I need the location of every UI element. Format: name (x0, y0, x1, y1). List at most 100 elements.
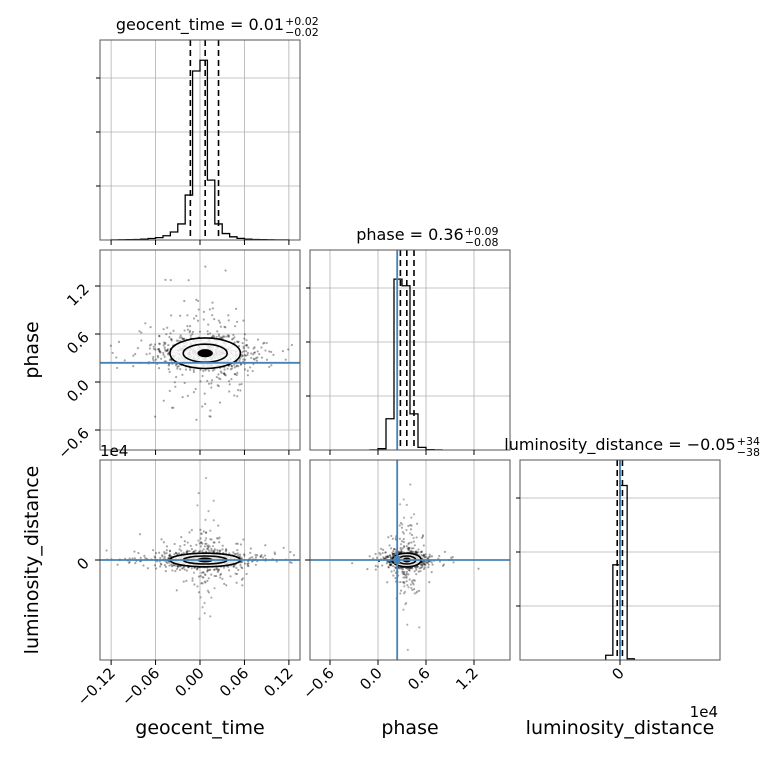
scatter-point (253, 358, 256, 361)
scatter-point (423, 563, 426, 566)
scatter-point (201, 571, 204, 574)
scatter-point (210, 538, 213, 541)
scatter-point (134, 352, 137, 356)
scatter-point (407, 573, 410, 576)
scatter-point (228, 552, 231, 555)
scatter-point (239, 561, 243, 564)
hist-step (110, 59, 290, 240)
scatter-point (152, 549, 155, 552)
scatter-point (400, 526, 404, 529)
scatter-point (189, 368, 192, 371)
title-main: geocent_time = 0.01 (116, 15, 284, 35)
scatter-point (186, 550, 189, 553)
scatter-point (423, 563, 426, 566)
scatter-point (206, 589, 209, 592)
scatter-point (243, 354, 246, 357)
scatter-point (399, 543, 403, 546)
scatter-point (422, 544, 425, 547)
scatter-point (422, 553, 425, 556)
scatter-point (168, 554, 171, 557)
scatter-point (153, 564, 157, 567)
scatter-point (204, 573, 207, 576)
scatter-point (206, 568, 209, 571)
y-tick-label: 0.6 (63, 328, 93, 358)
scatter-point (180, 549, 183, 552)
scatter-point (185, 579, 188, 583)
scatter-point (165, 333, 168, 336)
scatter-point (195, 567, 199, 570)
scatter-point (216, 570, 219, 573)
scatter-point (388, 563, 391, 567)
scatter-point (194, 387, 197, 391)
scatter-point (178, 565, 181, 568)
hist-bar (193, 71, 200, 240)
scatter-point (401, 523, 404, 526)
scatter-point (197, 550, 201, 553)
scatter-point (111, 351, 114, 355)
scatter-point (195, 314, 198, 318)
scatter-point (243, 358, 247, 361)
title-lower: −0.08 (465, 236, 499, 249)
scatter-point (398, 567, 401, 570)
title-upper: +0.09 (465, 225, 499, 238)
scatter-point (201, 582, 204, 585)
title-lower: −389.35 (737, 446, 760, 459)
scatter-panel-luminosity_distance-vs-phase (305, 459, 511, 665)
scatter-point (215, 567, 218, 570)
scatter-point (174, 385, 177, 388)
scatter-point (204, 531, 208, 535)
scatter-point (401, 547, 404, 550)
scatter-point (386, 555, 390, 559)
scatter-point (386, 555, 389, 559)
scatter-point (402, 516, 406, 519)
scatter-point (393, 569, 396, 572)
scatter-point (153, 343, 157, 346)
scatter-point (227, 319, 230, 322)
scatter-point (219, 370, 222, 373)
scatter-point (204, 573, 207, 576)
scatter-point (425, 561, 428, 565)
scatter-point (201, 549, 204, 553)
scatter-point (412, 540, 416, 543)
scatter-point (410, 516, 413, 519)
scatter-point (199, 574, 202, 578)
scatter-point (216, 384, 219, 387)
y-tick-label: −0.6 (54, 424, 92, 462)
scatter-point (173, 553, 176, 556)
scatter-point (427, 556, 430, 559)
scatter-point (242, 538, 245, 541)
scatter-point (415, 573, 418, 576)
scatter-point (209, 415, 212, 418)
scatter-point (380, 547, 383, 550)
scatter-point (173, 542, 176, 546)
scatter-point (400, 589, 403, 592)
scatter-point (220, 336, 223, 339)
scatter-point (402, 570, 405, 574)
scatter-point (218, 541, 221, 544)
scatter-point (382, 548, 385, 551)
scatter-point (246, 353, 249, 357)
scatter-point (224, 549, 227, 553)
scatter-point (160, 357, 163, 360)
scatter-point (390, 534, 393, 538)
scatter-point (192, 368, 195, 372)
scatter-point (384, 555, 387, 558)
scatter-point (254, 553, 257, 557)
scatter-point (198, 550, 202, 553)
scatter-point (259, 555, 262, 558)
scatter-point (265, 341, 268, 345)
scatter-point (174, 364, 177, 367)
scatter-point (162, 541, 166, 544)
scatter-point (152, 345, 155, 348)
scatter-point (405, 544, 408, 548)
scatter-point (217, 319, 220, 322)
scatter-point (389, 556, 392, 559)
scatter-point (207, 577, 210, 580)
scatter-point (419, 551, 422, 554)
scatter-point (411, 580, 414, 583)
scatter-point (205, 547, 209, 550)
scatter-point (420, 550, 423, 554)
scatter-point (230, 364, 233, 368)
scatter-point (408, 567, 412, 570)
scatter-point (389, 563, 392, 566)
